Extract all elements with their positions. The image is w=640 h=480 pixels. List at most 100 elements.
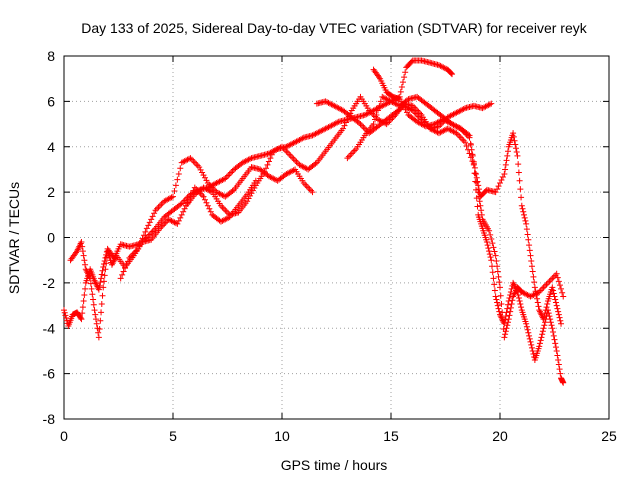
data-point <box>560 293 567 300</box>
data-point <box>79 243 86 250</box>
data-point <box>496 279 503 286</box>
data-point <box>502 328 509 335</box>
data-point <box>96 326 103 333</box>
data-point <box>490 275 497 282</box>
data-point <box>553 347 560 354</box>
data-point <box>188 190 195 197</box>
data-point <box>98 271 105 278</box>
data-point <box>184 199 191 206</box>
data-point <box>554 352 561 359</box>
x-axis-label: GPS time / hours <box>281 457 388 473</box>
data-point <box>467 141 474 148</box>
data-point <box>120 268 127 275</box>
data-point <box>88 285 95 292</box>
data-point <box>502 331 509 338</box>
data-point <box>555 361 562 368</box>
data-point <box>502 166 509 173</box>
data-point <box>528 257 535 264</box>
data-point <box>373 111 380 118</box>
data-point <box>518 304 525 311</box>
x-tick-label: 10 <box>274 428 290 444</box>
data-point <box>342 119 349 126</box>
data-point <box>180 208 187 215</box>
data-point <box>309 189 316 196</box>
data-point <box>475 189 482 196</box>
data-point <box>207 188 214 195</box>
data-point <box>558 320 565 327</box>
data-point <box>495 273 502 280</box>
x-tick-label: 20 <box>492 428 508 444</box>
data-point <box>207 208 214 215</box>
data-point <box>498 301 505 308</box>
y-tick-label: 4 <box>47 139 55 155</box>
series-track-f <box>370 66 567 341</box>
data-point <box>538 334 545 341</box>
data-point <box>550 332 557 339</box>
data-point <box>402 106 409 113</box>
data-point <box>449 71 456 78</box>
data-point <box>510 133 517 140</box>
data-point <box>196 164 203 171</box>
data-point <box>549 284 556 291</box>
data-point <box>62 312 69 319</box>
data-point <box>475 186 482 193</box>
data-point <box>119 271 126 278</box>
series-track-e <box>344 93 565 327</box>
data-point <box>557 317 564 324</box>
data-point <box>505 316 512 323</box>
data-point <box>149 213 156 220</box>
data-point <box>408 58 415 65</box>
data-point <box>372 116 379 123</box>
data-point <box>503 325 510 332</box>
data-point <box>87 280 94 287</box>
data-point <box>356 119 363 126</box>
data-point <box>523 320 530 327</box>
data-point <box>206 205 213 212</box>
data-point <box>370 121 377 128</box>
data-point <box>528 344 535 351</box>
data-point <box>499 309 506 316</box>
data-point <box>174 176 181 183</box>
data-point <box>485 245 492 252</box>
data-point <box>463 142 470 149</box>
data-point <box>535 303 542 310</box>
data-point <box>267 155 274 162</box>
data-point <box>470 160 477 167</box>
data-point <box>401 104 408 111</box>
data-point <box>100 284 107 291</box>
data-point <box>177 201 184 208</box>
data-point <box>543 304 550 311</box>
data-point <box>555 308 562 315</box>
data-point <box>197 166 204 173</box>
data-point <box>542 307 549 314</box>
data-point <box>61 309 68 316</box>
data-point <box>90 296 97 303</box>
data-point <box>90 301 97 308</box>
data-point <box>523 220 530 227</box>
data-point <box>96 282 103 289</box>
x-tick-label: 25 <box>601 428 617 444</box>
data-point <box>548 322 555 329</box>
data-point <box>247 155 254 162</box>
data-point <box>527 338 534 345</box>
data-point <box>522 217 529 224</box>
data-point <box>248 190 255 197</box>
data-point <box>488 236 495 243</box>
data-point <box>510 130 517 137</box>
data-point <box>142 228 149 235</box>
data-point <box>528 263 535 270</box>
data-point <box>478 211 485 218</box>
data-point <box>524 326 531 333</box>
data-point <box>544 301 551 308</box>
data-point <box>553 270 560 277</box>
data-point <box>528 341 535 348</box>
data-point <box>100 278 107 285</box>
data-point <box>552 344 559 351</box>
data-point <box>555 278 562 285</box>
data-point <box>518 202 525 209</box>
data-point <box>508 301 515 308</box>
data-point <box>542 319 549 326</box>
data-point <box>515 161 522 168</box>
data-point <box>552 299 559 306</box>
data-point <box>398 84 405 91</box>
